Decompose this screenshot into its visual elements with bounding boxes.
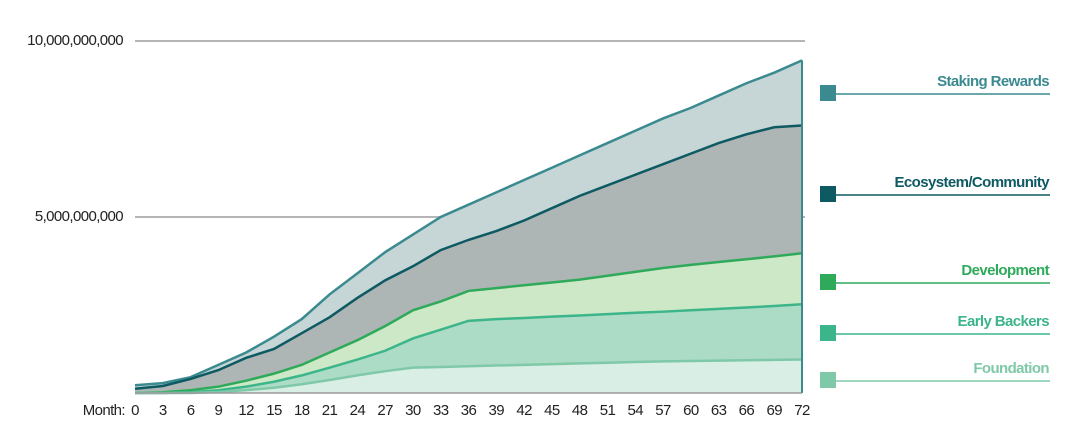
- legend-label: Early Backers: [958, 313, 1050, 330]
- x-tick-label: 51: [600, 402, 616, 419]
- x-tick-label: 21: [322, 402, 338, 419]
- plot-area: [134, 59, 803, 395]
- legend: Staking Rewards Ecosystem/Community Develo…: [820, 73, 1051, 388]
- x-tick-label: 42: [516, 402, 532, 419]
- x-tick-label: 27: [377, 402, 393, 419]
- x-tick-label: 54: [628, 402, 644, 419]
- x-tick-label: 30: [405, 402, 421, 419]
- legend-label: Staking Rewards: [937, 73, 1049, 90]
- area-line: [134, 59, 803, 387]
- x-tick-label: 33: [433, 402, 449, 419]
- area-line: [135, 303, 803, 395]
- legend-swatch: [820, 325, 836, 341]
- legend-label: Ecosystem/Community: [895, 174, 1051, 191]
- x-tick-label: 72: [794, 402, 810, 419]
- x-tick-label: 45: [544, 402, 560, 419]
- x-tick-label: 15: [266, 402, 282, 419]
- x-tick-label: 3: [159, 402, 167, 419]
- x-tick-label: 18: [294, 402, 310, 419]
- legend-swatch: [820, 372, 836, 388]
- x-tick-label: 0: [131, 402, 139, 419]
- x-tick-label: 39: [489, 402, 505, 419]
- x-tick-label: 6: [187, 402, 195, 419]
- x-tick-label: 69: [766, 402, 782, 419]
- x-tick-label: 60: [683, 402, 699, 419]
- y-tick-label: 5,000,000,000: [35, 208, 123, 225]
- x-tick-label: 12: [238, 402, 254, 419]
- x-tick-label: 57: [655, 402, 671, 419]
- x-tick-label: 66: [739, 402, 755, 419]
- area-line: [135, 358, 803, 395]
- area-line: [134, 252, 803, 395]
- x-tick-label: 9: [215, 402, 223, 419]
- legend-label: Foundation: [973, 360, 1049, 377]
- legend-swatch: [820, 85, 836, 101]
- x-tick-label: 48: [572, 402, 588, 419]
- y-tick-label: 10,000,000,000: [27, 32, 123, 49]
- area-line: [134, 124, 803, 391]
- x-tick-label: 36: [461, 402, 477, 419]
- legend-swatch: [820, 274, 836, 290]
- x-axis-label: Month:: [83, 402, 125, 419]
- legend-swatch: [820, 186, 836, 202]
- x-tick-label: 63: [711, 402, 727, 419]
- x-tick-label: 24: [350, 402, 366, 419]
- legend-label: Development: [961, 262, 1049, 279]
